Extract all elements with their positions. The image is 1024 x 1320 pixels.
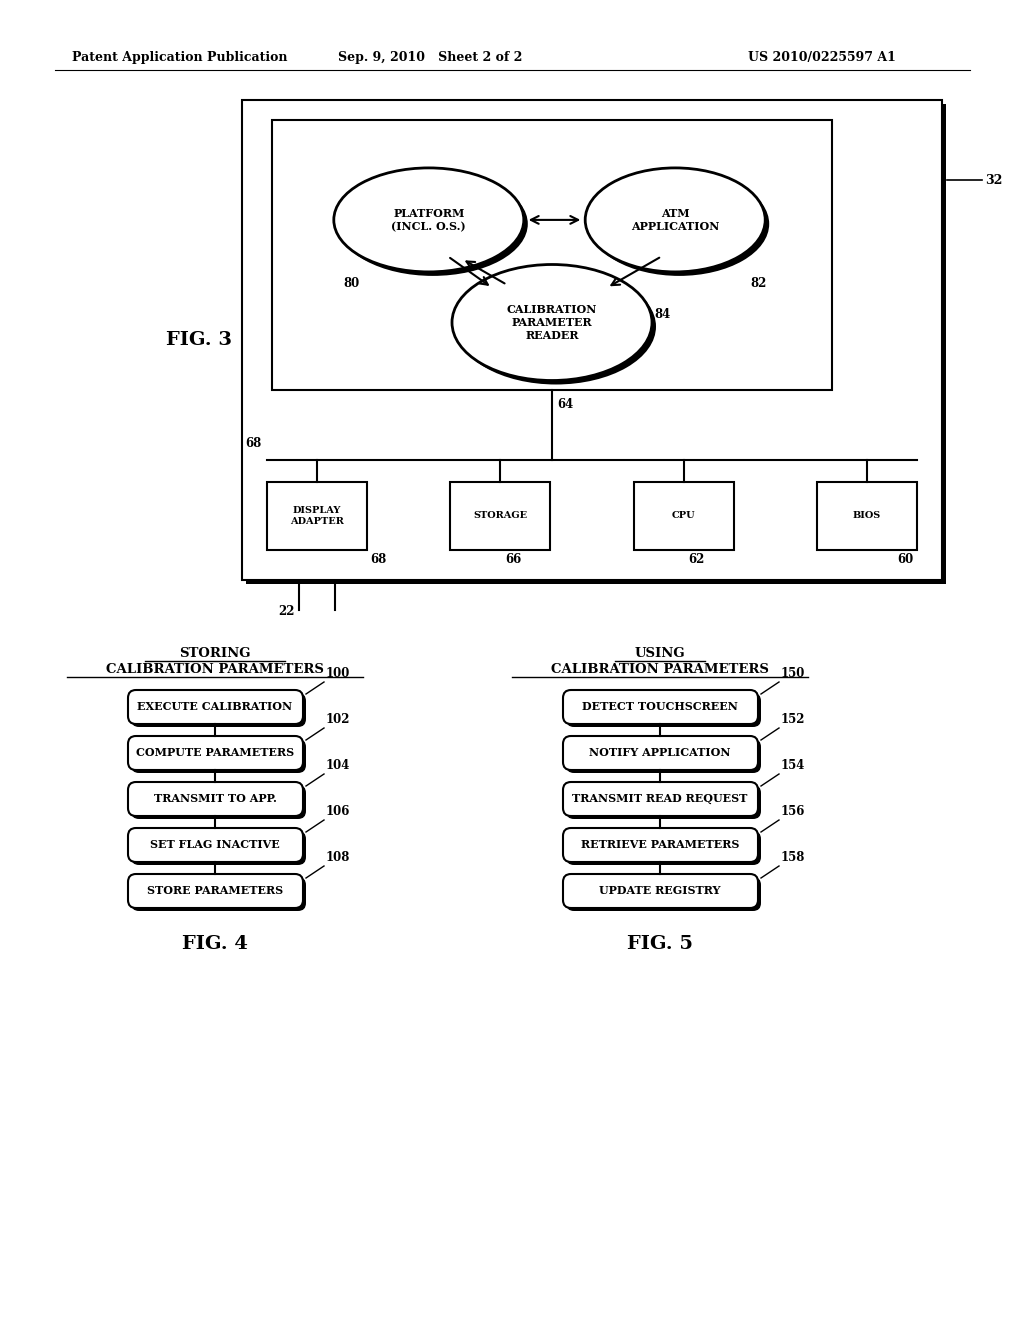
Text: 22: 22: [279, 605, 295, 618]
Text: 156: 156: [781, 805, 805, 818]
Text: ATM
APPLICATION: ATM APPLICATION: [631, 209, 720, 232]
FancyBboxPatch shape: [131, 832, 306, 865]
Text: CALIBRATION PARAMETERS: CALIBRATION PARAMETERS: [551, 663, 769, 676]
Bar: [634, 482, 733, 550]
FancyBboxPatch shape: [566, 832, 761, 865]
Text: 106: 106: [326, 805, 350, 818]
Text: TRANSMIT READ REQUEST: TRANSMIT READ REQUEST: [572, 793, 748, 804]
Text: 80: 80: [344, 277, 360, 290]
Text: 32: 32: [985, 173, 1002, 186]
Text: STORAGE: STORAGE: [473, 511, 527, 520]
Text: CALIBRATION
PARAMETER
READER: CALIBRATION PARAMETER READER: [507, 304, 597, 341]
Bar: [242, 100, 942, 579]
Text: Patent Application Publication: Patent Application Publication: [72, 51, 288, 65]
Text: USING: USING: [635, 647, 685, 660]
Text: DETECT TOUCHSCREEN: DETECT TOUCHSCREEN: [582, 701, 738, 713]
Text: STORING: STORING: [179, 647, 251, 660]
FancyBboxPatch shape: [566, 785, 761, 818]
Text: 104: 104: [326, 759, 350, 772]
FancyBboxPatch shape: [566, 876, 761, 911]
Text: 150: 150: [781, 667, 805, 680]
FancyBboxPatch shape: [563, 690, 758, 723]
Text: SET FLAG INACTIVE: SET FLAG INACTIVE: [151, 840, 280, 850]
FancyBboxPatch shape: [128, 828, 303, 862]
Text: CALIBRATION PARAMETERS: CALIBRATION PARAMETERS: [106, 663, 324, 676]
Ellipse shape: [589, 172, 769, 276]
FancyBboxPatch shape: [128, 781, 303, 816]
FancyBboxPatch shape: [566, 693, 761, 727]
Text: EXECUTE CALIBRATION: EXECUTE CALIBRATION: [137, 701, 293, 713]
FancyBboxPatch shape: [128, 690, 303, 723]
Text: US 2010/0225597 A1: US 2010/0225597 A1: [748, 51, 896, 65]
Bar: [817, 482, 918, 550]
Text: UPDATE REGISTRY: UPDATE REGISTRY: [599, 886, 721, 896]
FancyBboxPatch shape: [563, 781, 758, 816]
Text: 64: 64: [557, 399, 573, 411]
Text: 108: 108: [326, 851, 350, 865]
Text: 60: 60: [897, 553, 913, 566]
Bar: [267, 482, 367, 550]
Text: DISPLAY
ADAPTER: DISPLAY ADAPTER: [290, 507, 344, 525]
Text: 68: 68: [246, 437, 262, 450]
Text: FIG. 4: FIG. 4: [182, 935, 248, 953]
FancyBboxPatch shape: [563, 874, 758, 908]
FancyBboxPatch shape: [131, 739, 306, 774]
Bar: [455, 486, 554, 554]
Bar: [272, 120, 831, 389]
Bar: [271, 486, 371, 554]
Text: Sep. 9, 2010   Sheet 2 of 2: Sep. 9, 2010 Sheet 2 of 2: [338, 51, 522, 65]
FancyBboxPatch shape: [566, 739, 761, 774]
Text: TRANSMIT TO APP.: TRANSMIT TO APP.: [154, 793, 276, 804]
Text: NOTIFY APPLICATION: NOTIFY APPLICATION: [589, 747, 731, 759]
Ellipse shape: [334, 168, 524, 272]
FancyBboxPatch shape: [128, 874, 303, 908]
Text: 100: 100: [326, 667, 350, 680]
Ellipse shape: [338, 172, 527, 276]
Bar: [276, 124, 836, 393]
Text: FIG. 3: FIG. 3: [166, 331, 232, 348]
Text: CPU: CPU: [672, 511, 695, 520]
Text: BIOS: BIOS: [853, 511, 881, 520]
Bar: [451, 482, 550, 550]
Text: PLATFORM
(INCL. O.S.): PLATFORM (INCL. O.S.): [391, 209, 466, 232]
FancyBboxPatch shape: [128, 737, 303, 770]
Bar: [821, 486, 921, 554]
FancyBboxPatch shape: [131, 785, 306, 818]
Bar: [638, 486, 737, 554]
FancyBboxPatch shape: [563, 828, 758, 862]
Text: 68: 68: [370, 553, 386, 566]
Text: 158: 158: [781, 851, 805, 865]
FancyBboxPatch shape: [563, 737, 758, 770]
FancyBboxPatch shape: [131, 693, 306, 727]
Text: 102: 102: [326, 713, 350, 726]
Ellipse shape: [452, 264, 652, 380]
Text: 152: 152: [781, 713, 806, 726]
Text: COMPUTE PARAMETERS: COMPUTE PARAMETERS: [136, 747, 294, 759]
Text: 84: 84: [654, 308, 671, 321]
Text: 62: 62: [689, 553, 706, 566]
Text: RETRIEVE PARAMETERS: RETRIEVE PARAMETERS: [581, 840, 739, 850]
Ellipse shape: [456, 268, 656, 384]
Text: 82: 82: [751, 277, 767, 290]
Text: 154: 154: [781, 759, 805, 772]
Text: FIG. 5: FIG. 5: [627, 935, 693, 953]
Text: STORE PARAMETERS: STORE PARAMETERS: [146, 886, 283, 896]
Text: 66: 66: [505, 553, 521, 566]
FancyBboxPatch shape: [131, 876, 306, 911]
Ellipse shape: [585, 168, 765, 272]
Bar: [246, 104, 946, 583]
